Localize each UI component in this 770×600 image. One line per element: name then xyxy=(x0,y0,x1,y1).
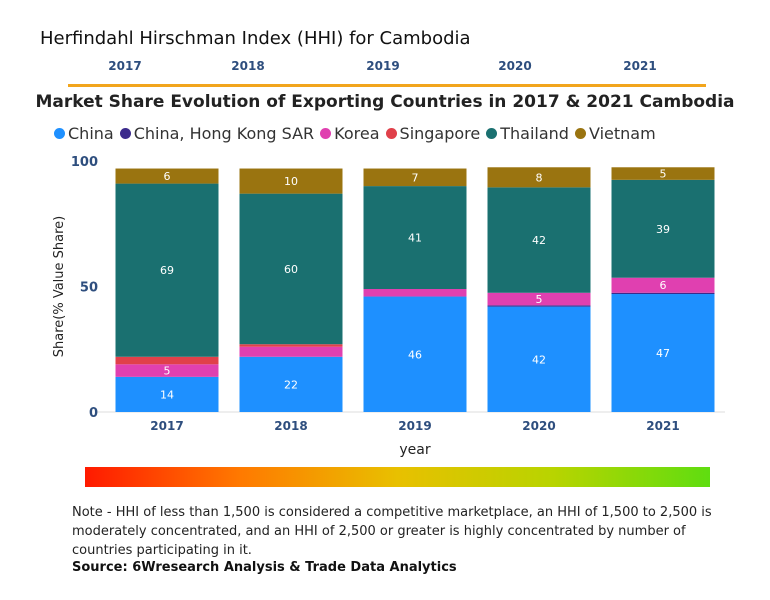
bar-segment xyxy=(115,376,219,412)
hhi-divider-line xyxy=(68,84,706,87)
bar-segment xyxy=(611,179,715,278)
data-label: 22 xyxy=(284,378,298,391)
bar-segment xyxy=(363,289,467,297)
bar-segment xyxy=(115,183,219,357)
data-label: 14 xyxy=(160,388,174,401)
data-label: 46 xyxy=(408,348,422,361)
legend-swatch xyxy=(320,128,332,139)
chart-legend: China China, Hong Kong SAR Korea Singapore T… xyxy=(54,124,656,143)
bar-segment xyxy=(239,193,343,345)
hhi-year-label: 2021 xyxy=(623,59,657,73)
chart-title: Market Share Evolution of Exporting Coun… xyxy=(35,92,735,112)
data-label: 6 xyxy=(660,279,667,292)
data-label: 7 xyxy=(412,171,419,184)
bar-segment xyxy=(115,364,219,377)
data-label: 5 xyxy=(536,293,543,306)
bar-segment xyxy=(611,292,715,295)
bar-segment xyxy=(487,292,591,306)
bar-segment xyxy=(239,168,343,194)
legend-label: Singapore xyxy=(399,124,481,143)
legend-label: Korea xyxy=(334,124,380,143)
data-label: 10 xyxy=(284,175,298,188)
page-title: Herfindahl Hirschman Index (HHI) for Cam… xyxy=(40,28,471,49)
hhi-year-label: 2020 xyxy=(498,59,532,73)
legend-item: Vietnam xyxy=(574,124,656,143)
bar-segment xyxy=(363,186,467,290)
bar-segment xyxy=(239,344,343,347)
bar-segment xyxy=(487,305,591,307)
legend-label: Vietnam xyxy=(588,124,656,143)
data-label: 41 xyxy=(408,232,422,245)
footnote: Note - HHI of less than 1,500 is conside… xyxy=(72,505,712,558)
y-tick-label: 50 xyxy=(80,281,98,296)
bar-segment xyxy=(115,168,219,184)
legend-item: China xyxy=(54,124,114,143)
y-tick-label: 0 xyxy=(89,406,98,421)
x-tick-label: 2020 xyxy=(522,419,555,433)
stacked-bar-chart: 0 50 100 Share(% Value Share) 14 5 69 6 2017 22 60… xyxy=(52,155,725,458)
legend-swatch xyxy=(486,128,498,139)
legend-swatch xyxy=(574,128,586,139)
y-axis-label: Share(% Value Share) xyxy=(52,216,67,358)
legend-item: Korea xyxy=(320,124,380,143)
data-label: 6 xyxy=(164,170,171,183)
data-label: 5 xyxy=(660,168,667,181)
hhi-gradient-scale xyxy=(85,467,710,487)
legend-label: China, Hong Kong SAR xyxy=(133,124,315,143)
x-tick-label: 2017 xyxy=(150,419,183,433)
legend-swatch xyxy=(54,128,65,139)
x-tick-label: 2018 xyxy=(274,419,307,433)
data-label: 47 xyxy=(656,347,670,360)
x-tick-label: 2019 xyxy=(398,419,431,433)
bar-segment xyxy=(611,294,715,412)
hhi-year-label: 2017 xyxy=(108,59,142,73)
x-tick-label: 2021 xyxy=(646,419,679,433)
bar-segment xyxy=(611,167,715,180)
legend-swatch xyxy=(385,128,397,139)
legend-label: Thailand xyxy=(500,124,569,143)
data-label: 42 xyxy=(532,353,546,366)
data-label: 5 xyxy=(164,365,171,378)
bar-segment xyxy=(363,168,467,187)
bar-segment xyxy=(487,167,591,188)
x-axis-label: year xyxy=(399,442,430,458)
bar-segment xyxy=(487,187,591,293)
legend-swatch xyxy=(119,128,131,139)
hhi-year-label: 2018 xyxy=(231,59,265,73)
hhi-year-label: 2019 xyxy=(366,59,400,73)
data-label: 60 xyxy=(284,263,298,276)
legend-item: Singapore xyxy=(385,124,481,143)
bar-segment xyxy=(487,306,591,412)
source-credit: Source: 6Wresearch Analysis & Trade Data… xyxy=(72,560,457,575)
data-label: 39 xyxy=(656,223,670,236)
bar-segment xyxy=(239,346,343,357)
data-label: 69 xyxy=(160,264,174,277)
data-label: 8 xyxy=(536,171,543,184)
bar-segment xyxy=(239,356,343,412)
legend-item: Thailand xyxy=(486,124,569,143)
legend-item: China, Hong Kong SAR xyxy=(119,124,315,143)
bar-segment xyxy=(115,356,219,365)
bar-segment xyxy=(363,296,467,412)
bar-segment xyxy=(611,277,715,293)
data-label: 42 xyxy=(532,234,546,247)
y-tick-label: 100 xyxy=(71,155,98,170)
legend-label: China xyxy=(68,124,114,143)
